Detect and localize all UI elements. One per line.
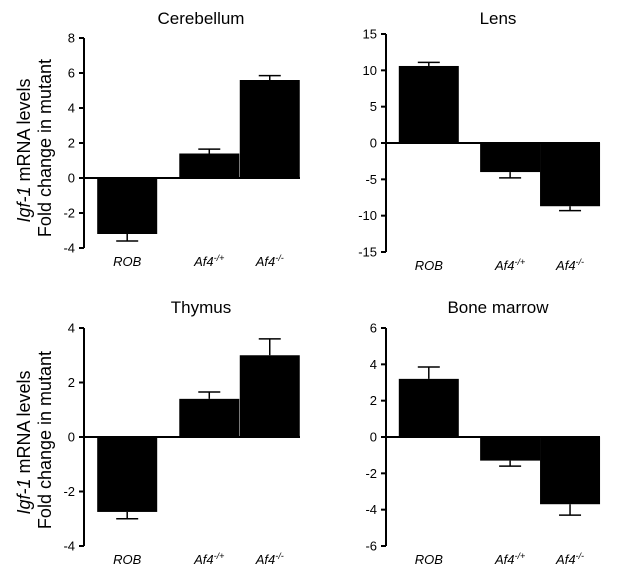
cerebellum-cat-label-af4: Af4-/- <box>255 253 284 269</box>
ylabel-top-line2: Fold change in mutant <box>35 59 55 237</box>
thymus-bar-rob <box>97 437 157 512</box>
cerebellum-cat-label-af4: Af4-/+ <box>193 253 224 269</box>
cerebellum-ytick-label: -2 <box>63 206 75 221</box>
bone-marrow-ytick-label: 6 <box>370 321 377 336</box>
thymus-title: Thymus <box>171 298 231 317</box>
lens-bar-rob <box>399 66 459 143</box>
lens-title: Lens <box>480 9 517 28</box>
cerebellum-title: Cerebellum <box>158 9 245 28</box>
thymus-ytick-label: 2 <box>68 375 75 390</box>
ylabel-top: Igf-1 mRNA levels Fold change in mutant <box>14 59 55 237</box>
bone-marrow-cat-label-af4: Af4-/- <box>555 551 584 567</box>
cerebellum-ytick-label: 4 <box>68 101 75 116</box>
thymus-ytick-label: 4 <box>68 321 75 336</box>
lens-ytick-label: 10 <box>363 63 377 78</box>
cerebellum-ytick-label: 8 <box>68 31 75 46</box>
lens-bar-af4 <box>480 143 540 172</box>
bone-marrow-bar-rob <box>399 379 459 437</box>
cerebellum-cat-label-rob: ROB <box>113 254 142 269</box>
thymus-ytick-label: -4 <box>63 539 75 554</box>
thymus-ytick-label: -2 <box>63 484 75 499</box>
bone-marrow-bar-af4 <box>540 437 600 504</box>
lens-cat-label-rob: ROB <box>415 258 444 273</box>
bone-marrow-ytick-label: 2 <box>370 393 377 408</box>
bone-marrow-bar-af4 <box>480 437 540 461</box>
lens-ytick-label: 5 <box>370 99 377 114</box>
panel-cerebellum: Cerebellum -4 -2 0 2 4 6 8 ROB Af4-/+ Af4-/- <box>63 9 300 269</box>
lens-ytick-label: 15 <box>363 27 377 42</box>
cerebellum-ytick-label: 6 <box>68 66 75 81</box>
lens-ytick-label: 0 <box>370 136 377 151</box>
thymus-cat-label-af4: Af4-/- <box>255 551 284 567</box>
thymus-bar-af4 <box>179 399 239 437</box>
panel-bone-marrow: Bone marrow -6 -4 -2 0 2 4 6 ROB Af4-/+ Af4-/- <box>365 298 600 567</box>
bone-marrow-cat-label-af4: Af4-/+ <box>494 551 525 567</box>
ylabel-bottom-line2: Fold change in mutant <box>35 351 55 529</box>
ylabel-top-italic: Igf-1 <box>14 187 34 223</box>
ylabel-bottom-italic: Igf-1 <box>14 479 34 515</box>
cerebellum-ytick-label: -4 <box>63 241 75 256</box>
cerebellum-bar-rob <box>97 178 157 234</box>
cerebellum-ytick-label: 0 <box>68 171 75 186</box>
bone-marrow-cat-label-rob: ROB <box>415 552 444 567</box>
cerebellum-ytick-label: 2 <box>68 136 75 151</box>
thymus-cat-label-rob: ROB <box>113 552 142 567</box>
panel-lens: Lens -15 -10 -5 0 5 10 15 ROB Af4-/+ Af4-/- <box>358 9 600 273</box>
bone-marrow-ytick-label: -6 <box>365 539 377 554</box>
lens-ytick-label: -10 <box>358 208 377 223</box>
lens-ytick-label: -15 <box>358 245 377 260</box>
lens-cat-label-af4: Af4-/+ <box>494 257 525 273</box>
bone-marrow-ytick-label: 4 <box>370 357 377 372</box>
panel-thymus: Thymus -4 -2 0 2 4 ROB Af4-/+ Af4-/- <box>63 298 300 567</box>
ylabel-top-rest: mRNA levels <box>14 78 34 186</box>
bone-marrow-ytick-label: 0 <box>370 430 377 445</box>
lens-ytick-label: -5 <box>365 172 377 187</box>
ylabel-bottom-rest: mRNA levels <box>14 370 34 478</box>
thymus-ytick-label: 0 <box>68 430 75 445</box>
bone-marrow-title: Bone marrow <box>447 298 549 317</box>
ylabel-bottom: Igf-1 mRNA levels Fold change in mutant <box>14 351 55 529</box>
bone-marrow-ytick-label: -2 <box>365 466 377 481</box>
thymus-bar-af4 <box>240 355 300 437</box>
thymus-cat-label-af4: Af4-/+ <box>193 551 224 567</box>
cerebellum-bar-af4 <box>240 80 300 178</box>
bone-marrow-ytick-label: -4 <box>365 502 377 517</box>
lens-bar-af4 <box>540 143 600 206</box>
lens-cat-label-af4: Af4-/- <box>555 257 584 273</box>
cerebellum-bar-af4 <box>179 154 239 179</box>
